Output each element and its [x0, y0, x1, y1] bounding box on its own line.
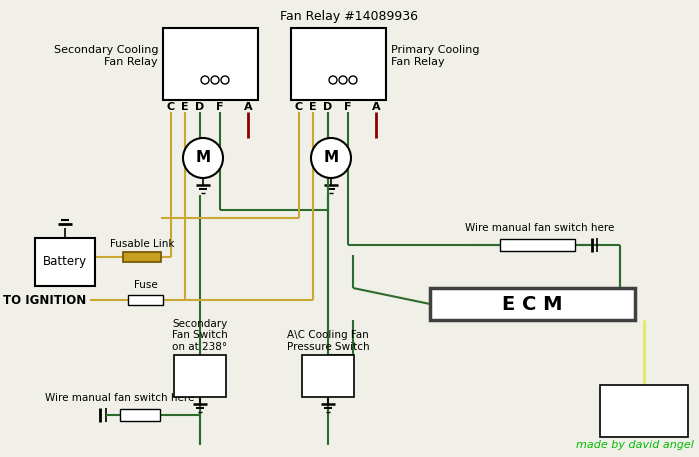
Bar [430, 288, 635, 320]
Bar [123, 252, 161, 262]
Text: A\C Cooling Fan
Pressure Switch: A\C Cooling Fan Pressure Switch [287, 330, 369, 352]
Text: Temperature
Sensor
(front of block): Temperature Sensor (front of block) [605, 394, 683, 428]
Text: M: M [324, 150, 338, 165]
Text: E: E [309, 102, 317, 112]
Circle shape [183, 138, 223, 178]
Text: made by david angel: made by david angel [576, 440, 694, 450]
Bar [120, 409, 160, 421]
Text: Battery: Battery [43, 255, 87, 269]
Text: TO IGNITION: TO IGNITION [3, 293, 86, 307]
Text: E C M: E C M [503, 294, 563, 314]
Circle shape [221, 76, 229, 84]
Bar [500, 239, 575, 251]
Text: Fan Relay #14089936: Fan Relay #14089936 [280, 10, 418, 23]
Bar [174, 355, 226, 397]
Circle shape [339, 76, 347, 84]
Bar [35, 238, 95, 286]
Bar [600, 385, 688, 437]
Text: D: D [324, 102, 333, 112]
Circle shape [211, 76, 219, 84]
Bar [302, 355, 354, 397]
Text: M: M [196, 150, 210, 165]
Circle shape [329, 76, 337, 84]
Text: D: D [196, 102, 205, 112]
Text: Secondary
Fan Switch
on at 238°: Secondary Fan Switch on at 238° [172, 319, 228, 352]
Text: Wire manual fan switch here: Wire manual fan switch here [45, 393, 195, 403]
Circle shape [311, 138, 351, 178]
Bar [128, 295, 163, 305]
Text: A: A [244, 102, 252, 112]
Text: F: F [344, 102, 352, 112]
Text: C: C [295, 102, 303, 112]
Bar [163, 28, 258, 100]
Text: C: C [167, 102, 175, 112]
Circle shape [349, 76, 357, 84]
Text: E: E [181, 102, 189, 112]
Text: Secondary Cooling
Fan Relay: Secondary Cooling Fan Relay [54, 45, 158, 67]
Bar [291, 28, 386, 100]
Text: A: A [372, 102, 380, 112]
Text: Fuse: Fuse [134, 280, 157, 290]
Text: Fusable Link: Fusable Link [110, 239, 174, 249]
Circle shape [201, 76, 209, 84]
Text: Primary Cooling
Fan Relay: Primary Cooling Fan Relay [391, 45, 480, 67]
Text: F: F [216, 102, 224, 112]
Text: Wire manual fan switch here: Wire manual fan switch here [466, 223, 614, 233]
